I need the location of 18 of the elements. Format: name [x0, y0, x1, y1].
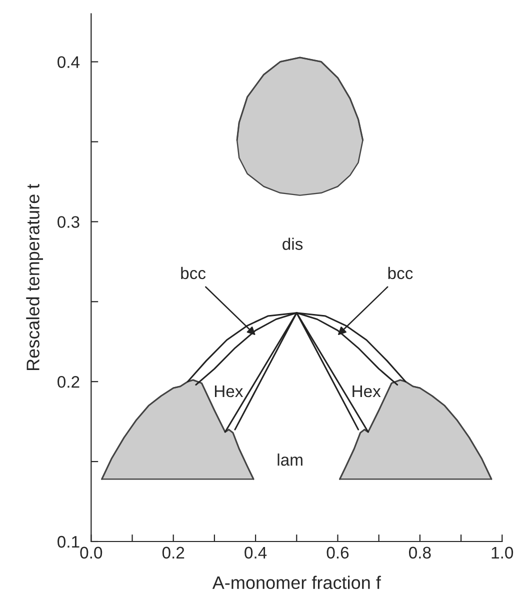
annotation: Hex [352, 386, 381, 398]
x-tick-label: 1.0 [492, 546, 514, 559]
y-tick-label: 0.4 [58, 56, 80, 68]
x-tick-label: 0.8 [409, 546, 431, 559]
x-tick-label: 0.6 [326, 546, 349, 559]
annotation: dis [282, 238, 303, 250]
y-tick-label: 0.3 [58, 216, 80, 228]
y-axis-title: Rescaled temperature t [26, 184, 43, 370]
text: bcc [388, 266, 413, 280]
text: bcc [181, 266, 206, 280]
annotation: lam [278, 454, 302, 466]
x-tick-label: 0.2 [162, 546, 184, 559]
x-axis-title: A-monomer fraction f [212, 576, 381, 590]
annotation: Hex [214, 386, 244, 398]
y-tick-label: 0.1 [58, 536, 80, 548]
x-tick-label: 0.4 [244, 546, 267, 559]
x-tick-label: 0.0 [80, 546, 102, 559]
y-tick-label: 0.2 [58, 376, 80, 388]
